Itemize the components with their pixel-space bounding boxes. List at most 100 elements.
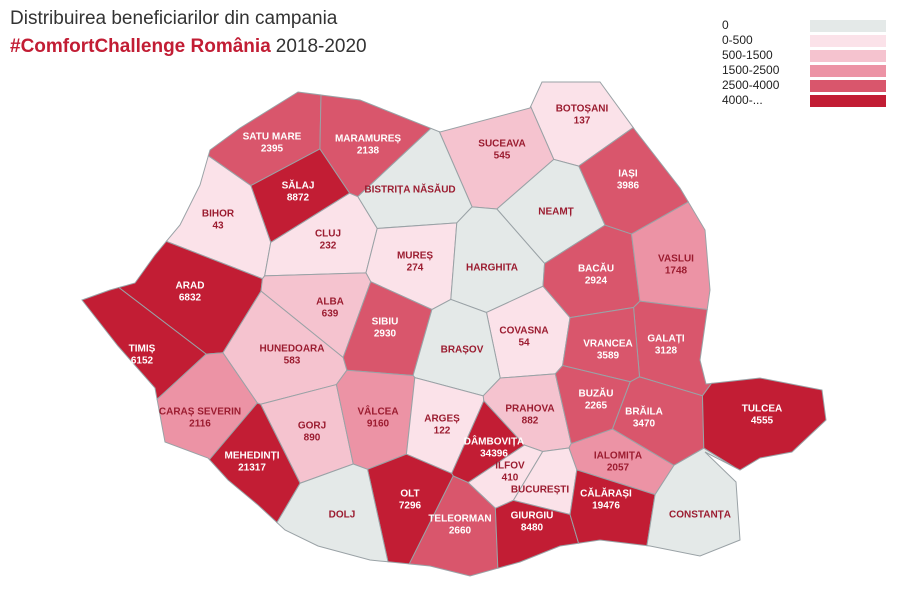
- county-value: 410: [502, 473, 519, 484]
- county-name: ARAD: [176, 281, 205, 292]
- county-name: MUREȘ: [397, 251, 433, 262]
- county-value: 274: [407, 263, 424, 274]
- county-name: NEAMȚ: [538, 207, 574, 218]
- county-value: 890: [304, 433, 321, 444]
- county-value: 882: [522, 416, 539, 427]
- county-name: DÂMBOVIȚA: [464, 435, 525, 448]
- county-value: 6832: [179, 293, 202, 304]
- county: [646, 447, 741, 557]
- county-value: 545: [494, 151, 511, 162]
- legend-swatch: [810, 20, 886, 32]
- county-value: 1748: [665, 266, 688, 277]
- county: [81, 286, 207, 401]
- county-name: OLT: [400, 489, 419, 500]
- county-value: 19476: [592, 501, 620, 512]
- county-name: ARGEȘ: [424, 414, 460, 425]
- county-name: IALOMIȚA: [594, 451, 642, 462]
- county-name: ILFOV: [495, 461, 525, 472]
- county-name: CĂLĂRAȘI: [580, 487, 632, 500]
- legend-swatch: [810, 80, 886, 92]
- county: [408, 475, 499, 577]
- county-name: SIBIU: [372, 317, 399, 328]
- county-name: VRANCEA: [583, 339, 632, 350]
- county-name: CARAȘ SEVERIN: [159, 407, 241, 418]
- county-name: HUNEDOARA: [260, 344, 325, 355]
- legend-label: 0-500: [722, 33, 753, 47]
- county-value: 6152: [131, 356, 154, 367]
- county-name: BUZĂU: [579, 387, 614, 400]
- county-name: CLUJ: [315, 229, 341, 240]
- legend-label: 4000-...: [722, 93, 763, 107]
- county-name: MEHEDINȚI: [225, 451, 280, 462]
- county-name: BIHOR: [202, 209, 235, 220]
- title-years: 2018-2020: [276, 36, 367, 57]
- legend-swatch: [810, 65, 886, 77]
- county-value: 2395: [261, 144, 284, 155]
- county-value: 232: [320, 241, 337, 252]
- title: Distribuirea beneficiarilor din campania: [10, 8, 338, 29]
- county-value: 2265: [585, 401, 608, 412]
- legend-swatch: [810, 50, 886, 62]
- county-name: BACĂU: [578, 262, 614, 275]
- county-value: 2924: [585, 276, 608, 287]
- legend-label: 500-1500: [722, 48, 773, 62]
- county-name: DOLJ: [329, 510, 356, 521]
- county-name: ALBA: [316, 297, 344, 308]
- county-value: 2057: [607, 463, 630, 474]
- county-name: PRAHOVA: [505, 404, 554, 415]
- legend: 00-500500-15001500-25002500-40004000-...: [722, 18, 886, 107]
- county-value: 122: [434, 426, 451, 437]
- county-name: VÂLCEA: [357, 405, 398, 418]
- county-name: GORJ: [298, 421, 326, 432]
- legend-label: 2500-4000: [722, 78, 780, 92]
- county-name: CONSTANȚA: [669, 510, 731, 521]
- county-value: 43: [212, 221, 224, 232]
- county-value: 2138: [357, 146, 380, 157]
- legend-swatch: [810, 95, 886, 107]
- county-value: 2116: [189, 419, 211, 430]
- county: [276, 463, 389, 563]
- title-highlight: #ComfortChallenge România: [10, 36, 271, 57]
- county-name: IAȘI: [618, 169, 638, 180]
- county-name: BISTRIȚA NĂSĂUD: [364, 183, 455, 196]
- county-value: 3589: [597, 351, 620, 362]
- county-name: TULCEA: [742, 404, 783, 415]
- county-value: 137: [574, 116, 591, 127]
- legend-label: 1500-2500: [722, 63, 780, 77]
- county-value: 3128: [655, 346, 678, 357]
- counties: [81, 81, 827, 577]
- county-name: SĂLAJ: [282, 179, 315, 192]
- county: [494, 499, 580, 569]
- county-value: 54: [518, 338, 530, 349]
- legend-swatch: [810, 35, 886, 47]
- county-value: 583: [284, 356, 301, 367]
- county-name: COVASNA: [499, 326, 548, 337]
- county-name: MARAMUREȘ: [335, 134, 401, 145]
- county-name: HARGHITA: [466, 263, 518, 274]
- county: [208, 402, 301, 524]
- county-value: 639: [322, 309, 339, 320]
- county-name: BOTOȘANI: [556, 104, 609, 115]
- county-value: 3470: [633, 419, 656, 430]
- county-value: 3986: [617, 181, 640, 192]
- county-name: TIMIȘ: [129, 344, 156, 355]
- county-value: 2660: [449, 526, 472, 537]
- county-name: TELEORMAN: [428, 514, 491, 525]
- county-name: SUCEAVA: [478, 139, 525, 150]
- county-value: 4555: [751, 416, 774, 427]
- county-name: SATU MARE: [243, 132, 302, 143]
- county-name: GIURGIU: [511, 511, 554, 522]
- county: [701, 377, 827, 471]
- county-value: 9160: [367, 419, 390, 430]
- county-value: 8872: [287, 193, 310, 204]
- county-name: BRĂILA: [625, 405, 663, 418]
- county-name: BRAȘOV: [441, 345, 484, 356]
- subtitle: #ComfortChallenge România 2018-2020: [10, 36, 367, 57]
- county-name: GALAȚI: [647, 334, 684, 345]
- county-name: BUCUREȘTI: [511, 485, 570, 496]
- county-value: 34396: [480, 449, 508, 460]
- county-name: VASLUI: [658, 254, 694, 265]
- county-value: 8480: [521, 523, 544, 534]
